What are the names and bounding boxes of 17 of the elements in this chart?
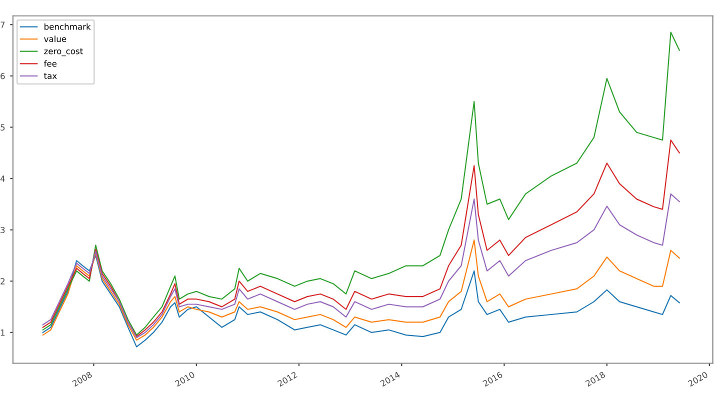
- legend-label: benchmark: [44, 23, 91, 30]
- y-tick-label: 5: [0, 124, 5, 131]
- y-tick-label: 7: [0, 22, 5, 28]
- line-series: [42, 254, 680, 348]
- line-series: [42, 193, 680, 338]
- legend-label: tax: [44, 73, 57, 79]
- y-tick-label: 3: [0, 226, 5, 234]
- y-tick-label: 6: [0, 72, 5, 80]
- legend-label: value: [44, 36, 66, 42]
- y-tick-label: 2: [0, 278, 4, 284]
- y-tick-label: 1: [0, 330, 5, 336]
- legend-label: fee: [44, 60, 57, 67]
- line-series: [42, 240, 680, 341]
- line-series: [42, 32, 680, 336]
- y-tick-label: 4: [0, 176, 5, 182]
- line-series: [42, 139, 680, 338]
- legend-label: zero_cost: [44, 48, 83, 56]
